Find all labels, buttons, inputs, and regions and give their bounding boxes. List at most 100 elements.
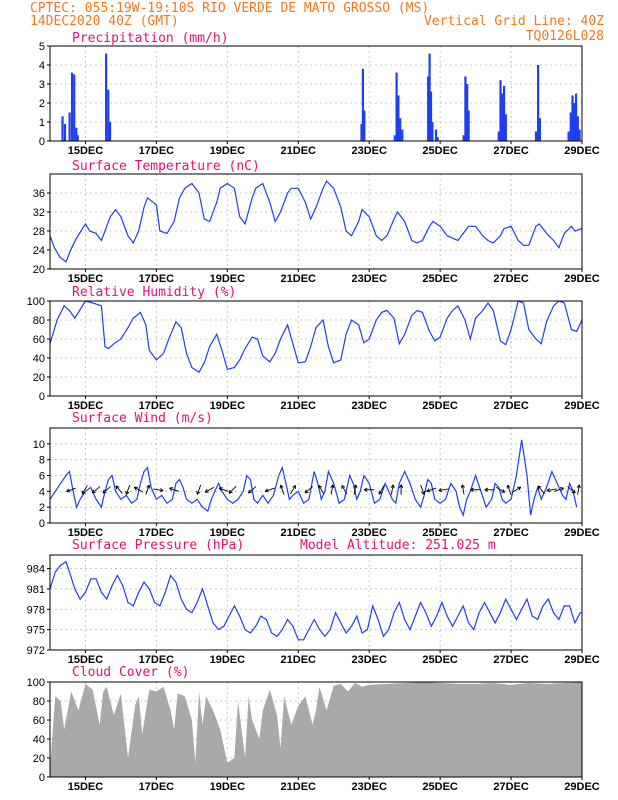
y-tick-label: 24 — [33, 245, 45, 257]
wind-arrow — [169, 487, 179, 492]
wind-arrow — [567, 486, 576, 494]
precip-bar — [107, 89, 110, 141]
x-tick-label: 19DEC — [210, 145, 246, 157]
precip-bar — [467, 110, 470, 141]
panel-cloud: 0 20 40 60 80 100 15DEC 17DEC 19DEC 21DEC 23DEC 25D… — [27, 677, 600, 793]
wind-arrow — [204, 486, 215, 493]
x-tick-label: 17DEC — [139, 781, 175, 793]
wind-arrow — [66, 487, 77, 493]
wind-arrow — [218, 487, 229, 492]
x-tick-label: 21DEC — [281, 145, 317, 157]
x-tick-label: 21DEC — [281, 654, 317, 666]
panel-frame — [49, 300, 583, 397]
precip-bar — [399, 118, 402, 141]
precip-bar — [68, 112, 71, 141]
y-tick-label: 5 — [39, 41, 45, 53]
panel-rh: 0 20 40 60 80 100 15DEC 17DEC 19DEC 21DEC 23DEC 25D… — [27, 296, 600, 412]
precip-bar — [462, 135, 465, 141]
x-tick-label: 27DEC — [493, 145, 529, 157]
y-tick-label: 2 — [39, 98, 45, 110]
x-tick-label: 23DEC — [351, 781, 387, 793]
x-tick-label: 29DEC — [564, 527, 600, 539]
header-model: TQ0126L028 — [526, 29, 604, 44]
wind-arrow — [420, 484, 426, 495]
precip-bar — [436, 137, 439, 141]
y-tick-label: 10 — [33, 439, 45, 451]
precip-bar — [429, 91, 433, 141]
wind-arrow — [330, 484, 335, 495]
wind-arrow — [290, 485, 296, 495]
y-tick-label: 100 — [27, 296, 45, 308]
precip-bar — [578, 129, 581, 141]
wind-arrow — [506, 484, 512, 495]
wind-arrow — [576, 484, 581, 495]
panel-frame — [49, 45, 583, 142]
x-tick-label: 15DEC — [68, 781, 104, 793]
header-station: CPTEC: 055:19W-19:10S RIO VERDE DE MATO … — [30, 1, 429, 16]
wind-arrow — [341, 485, 348, 495]
temp-line — [49, 180, 583, 263]
precip-bar — [427, 76, 430, 141]
wind-line — [49, 439, 578, 517]
y-tick-label: 0 — [39, 391, 45, 403]
y-tick-label: 975 — [27, 625, 45, 637]
cloud-cover-area — [50, 682, 582, 777]
precip-bar — [428, 53, 431, 141]
y-tick-label: 20 — [33, 753, 45, 765]
x-tick-label: 27DEC — [493, 527, 529, 539]
y-tick-label: 1 — [39, 117, 45, 129]
panel-title-precipitation: Precipitation (mm/h) — [72, 31, 229, 46]
panel-title-cloud-cover: Cloud Cover (%) — [72, 665, 189, 680]
precip-bar — [464, 76, 467, 141]
wind-arrow — [115, 485, 123, 494]
precip-bar — [361, 68, 365, 141]
y-tick-label: 80 — [33, 315, 45, 327]
precip-bar — [360, 123, 363, 141]
precip-bar — [397, 95, 400, 141]
precip-bar — [501, 93, 504, 141]
wind-arrow — [390, 484, 395, 495]
precip-bar — [434, 129, 438, 141]
panel-frame — [49, 554, 583, 651]
y-tick-label: 981 — [27, 584, 45, 596]
wind-arrow — [546, 488, 557, 493]
y-tick-label: 36 — [33, 188, 45, 200]
x-tick-label: 15DEC — [68, 527, 104, 539]
wind-arrow — [554, 487, 564, 492]
precip-bar — [73, 74, 76, 141]
wind-arrow — [153, 488, 164, 493]
x-tick-label: 17DEC — [139, 273, 175, 285]
wind-arrow — [264, 487, 275, 493]
y-tick-label: 6 — [39, 471, 45, 483]
x-tick-label: 19DEC — [210, 273, 246, 285]
y-tick-label: 4 — [39, 486, 45, 498]
panel-temp: 20 24 28 32 36 15DEC 17DEC 19DEC 21DEC 23DEC 25DEC… — [33, 173, 600, 285]
x-tick-label: 21DEC — [281, 527, 317, 539]
wind-arrow — [196, 484, 202, 495]
x-tick-label: 29DEC — [564, 654, 600, 666]
x-tick-label: 23DEC — [351, 400, 387, 412]
x-tick-label: 23DEC — [351, 145, 387, 157]
precip-bar — [576, 116, 579, 141]
x-tick-label: 19DEC — [210, 400, 246, 412]
y-tick-label: 28 — [33, 226, 45, 238]
wind-arrow — [133, 486, 144, 493]
wind-arrow — [438, 488, 449, 493]
precip-bar — [567, 131, 570, 141]
y-tick-label: 972 — [27, 645, 45, 657]
y-tick-label: 2 — [39, 502, 45, 514]
precip-bar — [497, 131, 500, 141]
y-tick-label: 40 — [33, 734, 45, 746]
x-tick-label: 21DEC — [281, 400, 317, 412]
y-tick-label: 100 — [27, 677, 45, 689]
x-tick-label: 25DEC — [422, 654, 458, 666]
panel-title-temperature: Surface Temperature (nC) — [72, 159, 260, 174]
y-tick-label: 8 — [39, 455, 45, 467]
y-tick-label: 60 — [33, 334, 45, 346]
precip-bar — [504, 114, 507, 141]
x-tick-label: 19DEC — [210, 527, 246, 539]
x-tick-label: 25DEC — [422, 527, 458, 539]
wind-arrow — [484, 487, 495, 492]
panel-title-pressure: Surface Pressure (hPa) — [72, 538, 244, 553]
wind-arrow — [125, 484, 131, 495]
